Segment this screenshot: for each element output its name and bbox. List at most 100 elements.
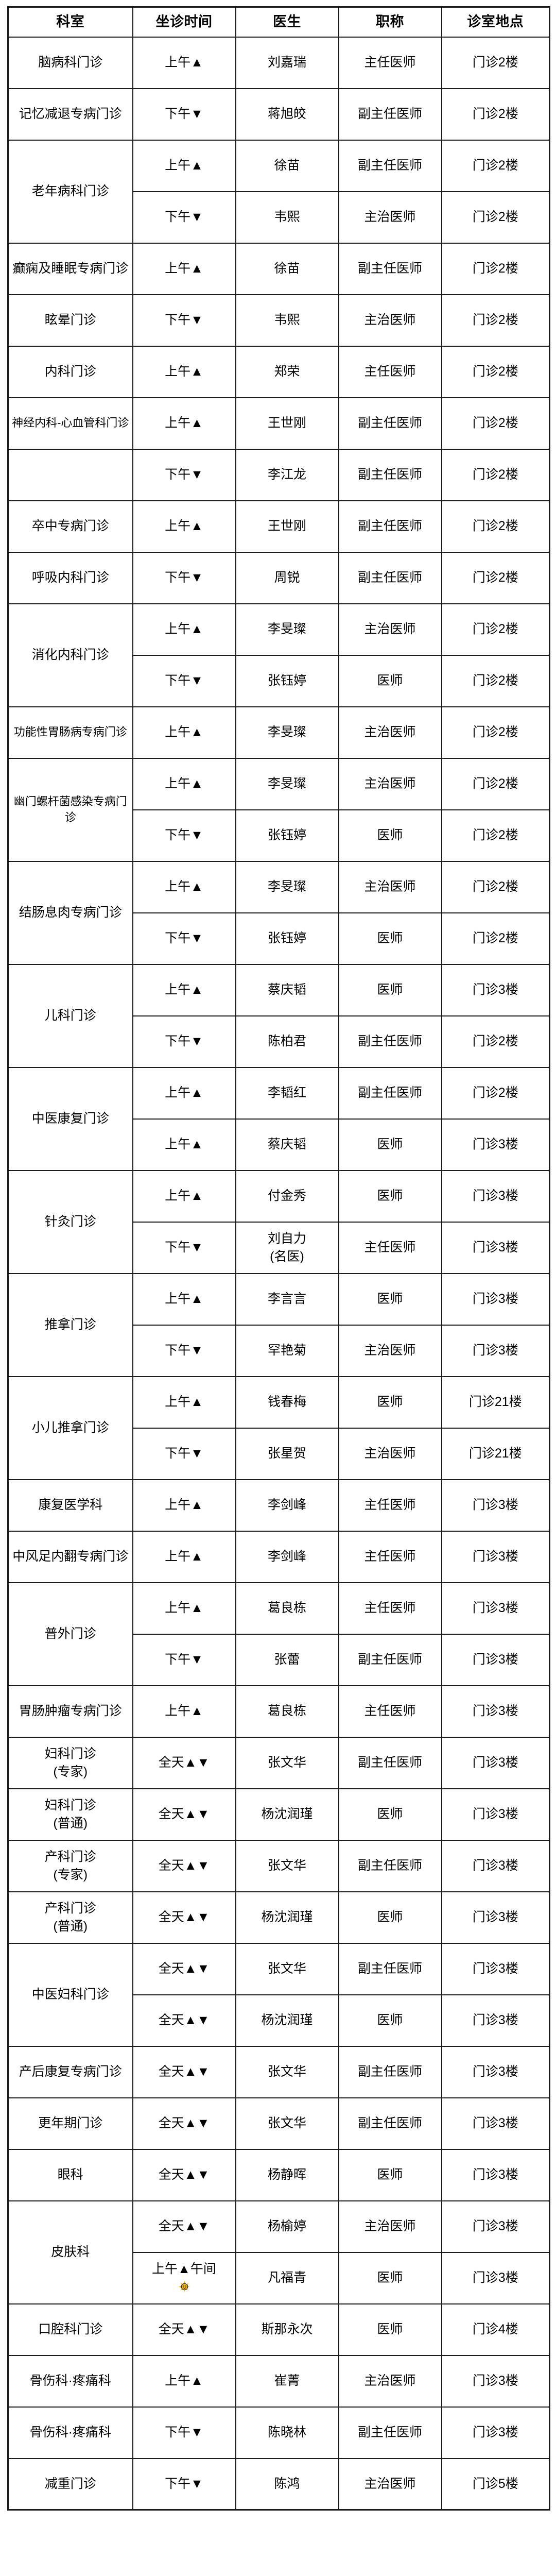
cell-doctor-name: 张蕾: [235, 1633, 339, 1686]
table-row: 中风足内翻专病门诊 上午▲ 李剑峰 主任医师 门诊3楼: [7, 1530, 550, 1583]
cell-doctor-title: 副主任医师: [338, 500, 442, 553]
cell-room-location: 门诊3楼: [441, 963, 550, 1016]
table-row: 妇科门诊 (普通) 全天▲▼ 杨沈润瑾 医师 门诊3楼: [7, 1788, 550, 1841]
table-row: 记忆减退专病门诊 下午▼ 蒋旭皎 副主任医师 门诊2楼: [7, 88, 550, 141]
cell-doctor-title: 主任医师: [338, 345, 442, 398]
cell-room-location: 门诊3楼: [441, 1221, 550, 1274]
table-row: 妇科门诊 (专家) 全天▲▼ 张文华 副主任医师 门诊3楼: [7, 1736, 550, 1789]
cell-department: 卒中专病门诊: [7, 500, 133, 553]
cell-doctor-title: 医师: [338, 2303, 442, 2356]
cell-doctor-title: 医师: [338, 1994, 442, 2047]
cell-room-location: 门诊2楼: [441, 912, 550, 965]
cell-clinic-time: 全天▲▼: [132, 1942, 236, 1995]
cell-department: 癫痫及睡眠专病门诊: [7, 242, 133, 295]
cell-room-location: 门诊2楼: [441, 809, 550, 862]
cell-clinic-time: 全天▲▼: [132, 2148, 236, 2201]
cell-doctor-title: 医师: [338, 1273, 442, 1326]
cell-doctor-title: 医师: [338, 2148, 442, 2201]
cell-department: 胃肠肿瘤专病门诊: [7, 1685, 133, 1738]
cell-doctor-title: 医师: [338, 912, 442, 965]
cell-doctor-name: 刘自力 (名医): [235, 1221, 339, 1274]
cell-department: 减重门诊: [7, 2458, 133, 2511]
cell-doctor-name: 李江龙: [235, 448, 339, 501]
cell-department: 推拿门诊: [7, 1273, 133, 1377]
cell-room-location: 门诊3楼: [441, 2354, 550, 2408]
cell-room-location: 门诊3楼: [441, 1479, 550, 1532]
table-row: 内科门诊 上午▲ 郑荣 主任医师 门诊2楼: [7, 345, 550, 398]
cell-department: 骨伤科·疼痛科: [7, 2354, 133, 2408]
cell-clinic-time: 上午▲: [132, 1530, 236, 1583]
cell-doctor-name: 王世刚: [235, 397, 339, 450]
cell-clinic-time: 上午▲: [132, 1479, 236, 1532]
cell-doctor-title: 医师: [338, 1170, 442, 1223]
cell-room-location: 门诊3楼: [441, 2148, 550, 2201]
table-row: 消化内科门诊 上午▲ 李旻璨 主治医师 门诊2楼: [7, 603, 550, 707]
cell-doctor-title: 主治医师: [338, 860, 442, 913]
cell-department: 中风足内翻专病门诊: [7, 1530, 133, 1583]
cell-department: 儿科门诊: [7, 963, 133, 1068]
cell-clinic-time: 上午▲: [132, 706, 236, 759]
cell-doctor-title: 副主任医师: [338, 88, 442, 141]
cell-doctor-title: 副主任医师: [338, 2406, 442, 2459]
cell-clinic-time: 下午▼: [132, 551, 236, 604]
table-row: 呼吸内科门诊 下午▼ 周锐 副主任医师 门诊2楼: [7, 551, 550, 604]
cell-clinic-time: 上午▲: [132, 345, 236, 398]
cell-department: 呼吸内科门诊: [7, 551, 133, 604]
cell-doctor-name: 杨沈润瑾: [235, 1788, 339, 1841]
cell-doctor-name: 韦熙: [235, 191, 339, 244]
cell-room-location: 门诊2楼: [441, 88, 550, 141]
cell-room-location: 门诊21楼: [441, 1427, 550, 1480]
column-header-clinic-time: 坐诊时间: [132, 6, 236, 38]
cell-room-location: 门诊3楼: [441, 1736, 550, 1789]
cell-doctor-name: 葛良栋: [235, 1582, 339, 1635]
cell-department: 口腔科门诊: [7, 2303, 133, 2356]
cell-doctor-name: 李韬红: [235, 1066, 339, 1120]
cell-doctor-name: 张文华: [235, 2097, 339, 2150]
cell-doctor-name: 杨静晖: [235, 2148, 339, 2201]
cell-clinic-time: 全天▲▼: [132, 1736, 236, 1789]
cell-room-location: 门诊3楼: [441, 2251, 550, 2304]
cell-department: 产科门诊 (专家): [7, 1839, 133, 1892]
table-row: 卒中专病门诊 上午▲ 王世刚 副主任医师 门诊2楼: [7, 500, 550, 553]
table-row: 减重门诊 下午▼ 陈鸿 主治医师 门诊5楼: [7, 2458, 550, 2511]
cell-room-location: 门诊3楼: [441, 1324, 550, 1377]
cell-room-location: 门诊3楼: [441, 1994, 550, 2047]
cell-clinic-time: 上午▲: [132, 397, 236, 450]
cell-department: 中医康复门诊: [7, 1066, 133, 1171]
cell-room-location: 门诊2楼: [441, 757, 550, 810]
cell-doctor-title: 医师: [338, 1376, 442, 1429]
cell-room-location: 门诊3楼: [441, 1273, 550, 1326]
cell-clinic-time: 下午▼: [132, 809, 236, 862]
cell-clinic-time: 上午▲: [132, 2354, 236, 2408]
cell-doctor-title: 医师: [338, 963, 442, 1016]
cell-doctor-title: 主任医师: [338, 1530, 442, 1583]
table-header: 科室 坐诊时间 医生 职称 诊室地点: [7, 6, 550, 38]
column-header-title: 职称: [338, 6, 442, 38]
cell-doctor-name: 葛良栋: [235, 1685, 339, 1738]
header-row: 科室 坐诊时间 医生 职称 诊室地点: [7, 6, 550, 38]
cell-doctor-name: 张文华: [235, 2045, 339, 2098]
cell-department: 皮肤科: [7, 2200, 133, 2304]
cell-clinic-time: 上午▲: [132, 242, 236, 295]
cell-doctor-title: 副主任医师: [338, 2097, 442, 2150]
cell-doctor-name: 韦熙: [235, 294, 339, 347]
cell-room-location: 门诊2楼: [441, 397, 550, 450]
cell-clinic-time: 下午▼: [132, 1324, 236, 1377]
cell-room-location: 门诊3楼: [441, 1788, 550, 1841]
cell-doctor-title: 主治医师: [338, 191, 442, 244]
table-row: 骨伤科·疼痛科 下午▼ 陈晓林 副主任医师 门诊3楼: [7, 2406, 550, 2459]
cell-doctor-name: 杨沈润瑾: [235, 1994, 339, 2047]
cell-department: 产科门诊 (普通): [7, 1891, 133, 1944]
cell-room-location: 门诊2楼: [441, 242, 550, 295]
cell-doctor-title: 医师: [338, 809, 442, 862]
cell-department: 功能性胃肠病专病门诊: [7, 706, 133, 759]
cell-doctor-name: 蔡庆韬: [235, 963, 339, 1016]
cell-doctor-title: 副主任医师: [338, 2045, 442, 2098]
cell-department: 结肠息肉专病门诊: [7, 860, 133, 965]
cell-room-location: 门诊3楼: [441, 2045, 550, 2098]
cell-doctor-title: 主治医师: [338, 1427, 442, 1480]
cell-room-location: 门诊2楼: [441, 191, 550, 244]
cell-clinic-time: 下午▼: [132, 654, 236, 707]
cell-doctor-name: 刘嘉瑞: [235, 36, 339, 89]
